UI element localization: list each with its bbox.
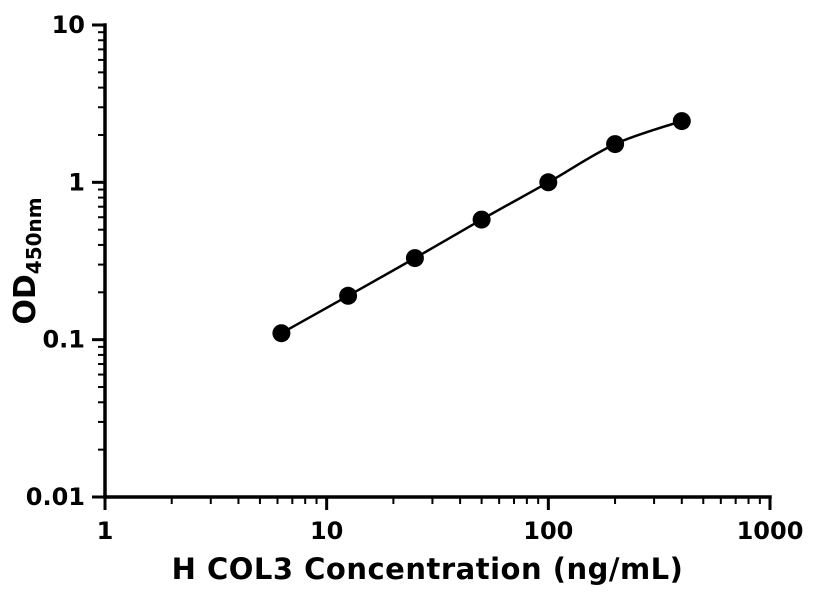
data-point — [405, 249, 424, 268]
data-point — [606, 135, 625, 154]
y-tick-label: 1 — [68, 168, 85, 196]
y-tick-label: 0.01 — [26, 483, 85, 511]
data-point — [339, 286, 358, 305]
data-point — [672, 112, 691, 131]
tick-labels: 1 10 100 1000 0.01 0.1 1 10 — [26, 11, 804, 545]
y-axis-label-main: OD — [8, 274, 43, 325]
data-points — [272, 112, 691, 343]
x-axis-label: H COL3 Concentration (ng/mL) — [171, 552, 684, 586]
data-point — [272, 324, 291, 343]
y-tick-label: 0.1 — [42, 326, 85, 354]
y-axis-label-subscript: 450nm — [22, 197, 46, 275]
data-point — [472, 210, 491, 229]
x-tick-label: 1 — [97, 517, 114, 545]
x-tick-label: 10 — [310, 517, 343, 545]
axes — [103, 23, 772, 499]
x-tick-label: 1000 — [737, 517, 804, 545]
data-point — [539, 173, 558, 192]
x-tick-label: 100 — [523, 517, 573, 545]
major-ticks — [92, 23, 772, 510]
y-tick-label: 10 — [52, 11, 85, 39]
y-axis-label: OD450nm — [8, 111, 52, 411]
minor-ticks — [98, 31, 761, 504]
